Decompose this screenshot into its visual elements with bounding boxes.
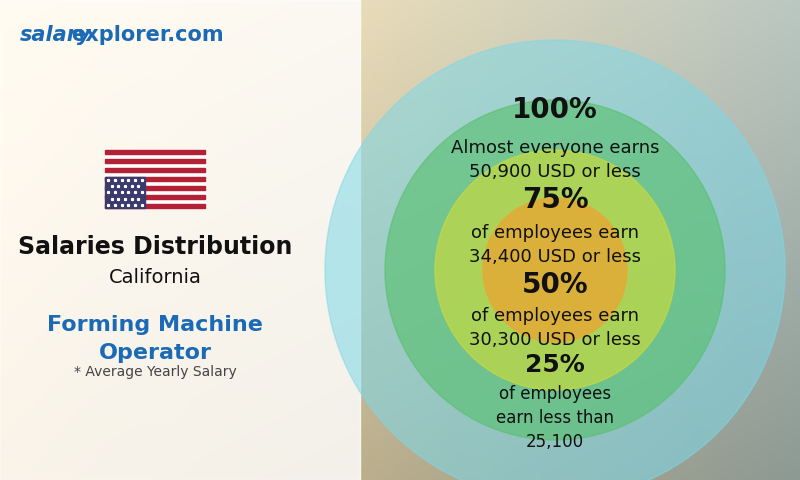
Circle shape: [435, 150, 675, 390]
Bar: [105, 150, 205, 155]
Bar: [105, 177, 145, 208]
Text: 100%: 100%: [512, 96, 598, 124]
Bar: [105, 194, 205, 199]
Bar: [105, 168, 205, 172]
Text: 75%: 75%: [522, 186, 588, 214]
Bar: [0, 0, 360, 480]
Text: Forming Machine
Operator: Forming Machine Operator: [47, 315, 263, 363]
Text: of employees earn
30,300 USD or less: of employees earn 30,300 USD or less: [469, 307, 641, 349]
Text: 50%: 50%: [522, 271, 588, 299]
Circle shape: [385, 100, 725, 440]
Text: California: California: [109, 268, 202, 287]
Text: * Average Yearly Salary: * Average Yearly Salary: [74, 365, 236, 379]
Circle shape: [325, 40, 785, 480]
Text: 25%: 25%: [525, 353, 585, 377]
Circle shape: [483, 198, 627, 342]
Bar: [105, 177, 205, 181]
Bar: [105, 150, 205, 208]
Text: Salaries Distribution: Salaries Distribution: [18, 235, 292, 259]
Text: salary: salary: [20, 25, 92, 45]
Text: explorer.com: explorer.com: [71, 25, 224, 45]
Bar: [105, 204, 205, 208]
Bar: [105, 159, 205, 163]
Text: Almost everyone earns
50,900 USD or less: Almost everyone earns 50,900 USD or less: [450, 139, 659, 181]
Text: of employees earn
34,400 USD or less: of employees earn 34,400 USD or less: [469, 224, 641, 266]
Text: of employees
earn less than
25,100: of employees earn less than 25,100: [496, 384, 614, 451]
Bar: [105, 186, 205, 190]
